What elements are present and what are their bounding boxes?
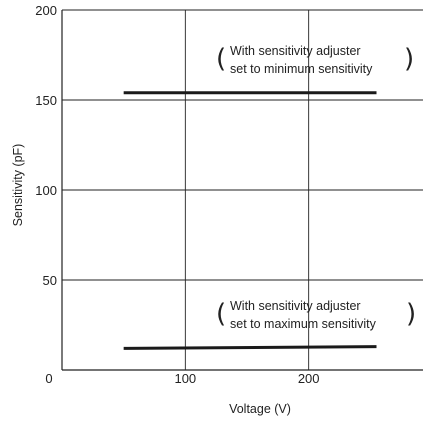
x-tick-label: 0 [45, 371, 52, 386]
y-axis-title: Sensitivity (pF) [11, 144, 25, 227]
annotation-min-line-1: With sensitivity adjuster [230, 44, 361, 58]
y-tick-label: 150 [35, 93, 57, 108]
x-axis-title: Voltage (V) [229, 402, 291, 416]
annotation-left-paren: ( [216, 299, 226, 329]
annotation-max-sensitivity: ( With sensitivity adjuster set to maxim… [216, 299, 416, 331]
y-tick-label: 50 [43, 273, 57, 288]
annotation-right-paren: ) [406, 299, 416, 329]
annotation-max-line-2: set to maximum sensitivity [230, 317, 377, 331]
annotation-min-line-2: set to minimum sensitivity [230, 62, 373, 76]
annotation-left-paren: ( [216, 44, 226, 74]
grid-layer [61, 9, 423, 371]
y-tick-label: 100 [35, 183, 57, 198]
x-tick-label: 200 [298, 371, 320, 386]
annotation-max-line-1: With sensitivity adjuster [230, 299, 361, 313]
x-tick-label: 100 [174, 371, 196, 386]
series-line-2 [123, 345, 377, 350]
annotation-right-paren: ) [404, 44, 414, 74]
series-layer [123, 91, 377, 350]
annotation-min-sensitivity: ( With sensitivity adjuster set to minim… [216, 44, 414, 76]
y-tick-label: 200 [35, 3, 57, 18]
tick-label-layer: 50100150200010020030 [35, 3, 320, 386]
